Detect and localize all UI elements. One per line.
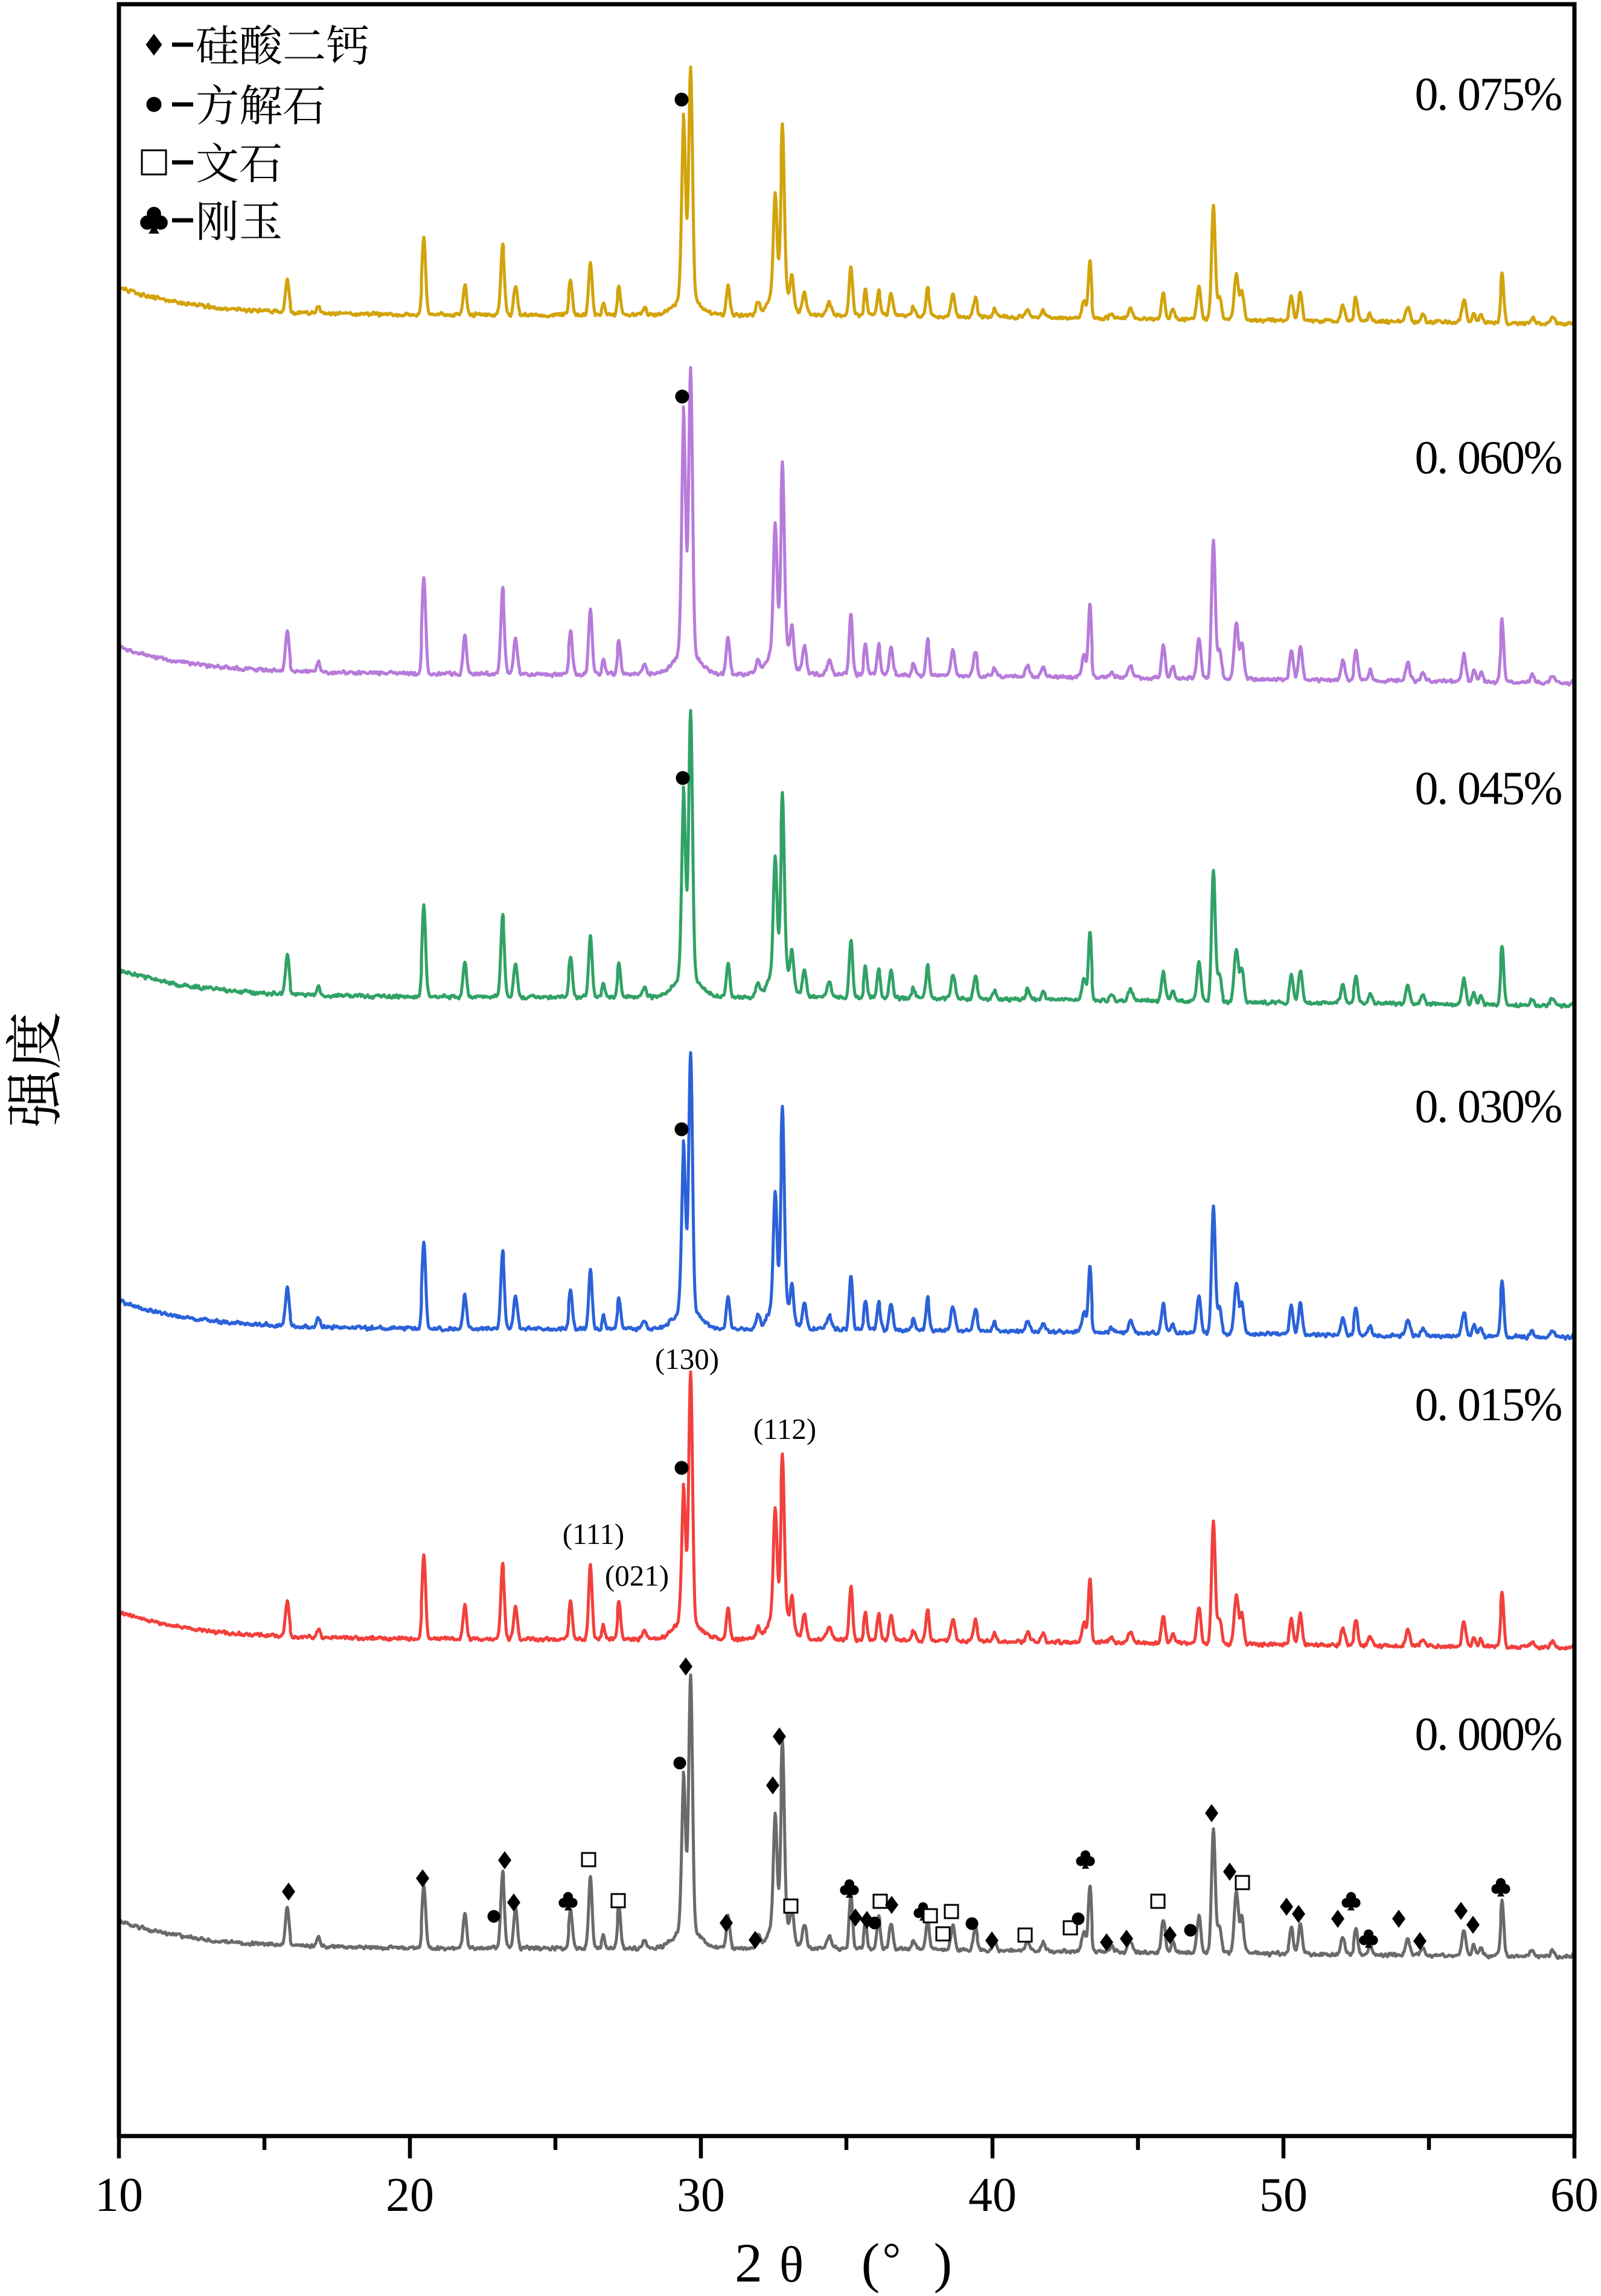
svg-text:0. 045%: 0. 045% — [1415, 762, 1562, 814]
svg-text:(021): (021) — [605, 1559, 669, 1592]
svg-text:(: ( — [861, 2232, 880, 2294]
svg-text:40: 40 — [968, 2169, 1017, 2222]
svg-text:0. 075%: 0. 075% — [1415, 68, 1562, 120]
svg-text:): ) — [934, 2232, 953, 2294]
svg-text:(111): (111) — [563, 1517, 625, 1551]
svg-text:2: 2 — [735, 2232, 762, 2294]
svg-text:0. 030%: 0. 030% — [1415, 1080, 1562, 1132]
svg-text:(112): (112) — [753, 1412, 816, 1446]
svg-text:0. 060%: 0. 060% — [1415, 431, 1562, 483]
svg-text:10: 10 — [95, 2169, 143, 2222]
svg-text:20: 20 — [386, 2169, 434, 2222]
svg-text:0. 015%: 0. 015% — [1415, 1378, 1562, 1430]
svg-text:θ: θ — [779, 2237, 804, 2293]
svg-text:60: 60 — [1550, 2169, 1599, 2222]
svg-text:50: 50 — [1259, 2169, 1308, 2222]
svg-text:(130): (130) — [655, 1342, 719, 1376]
svg-text:30: 30 — [677, 2169, 725, 2222]
svg-text:0. 000%: 0. 000% — [1415, 1708, 1562, 1760]
svg-text:°: ° — [883, 2234, 901, 2285]
